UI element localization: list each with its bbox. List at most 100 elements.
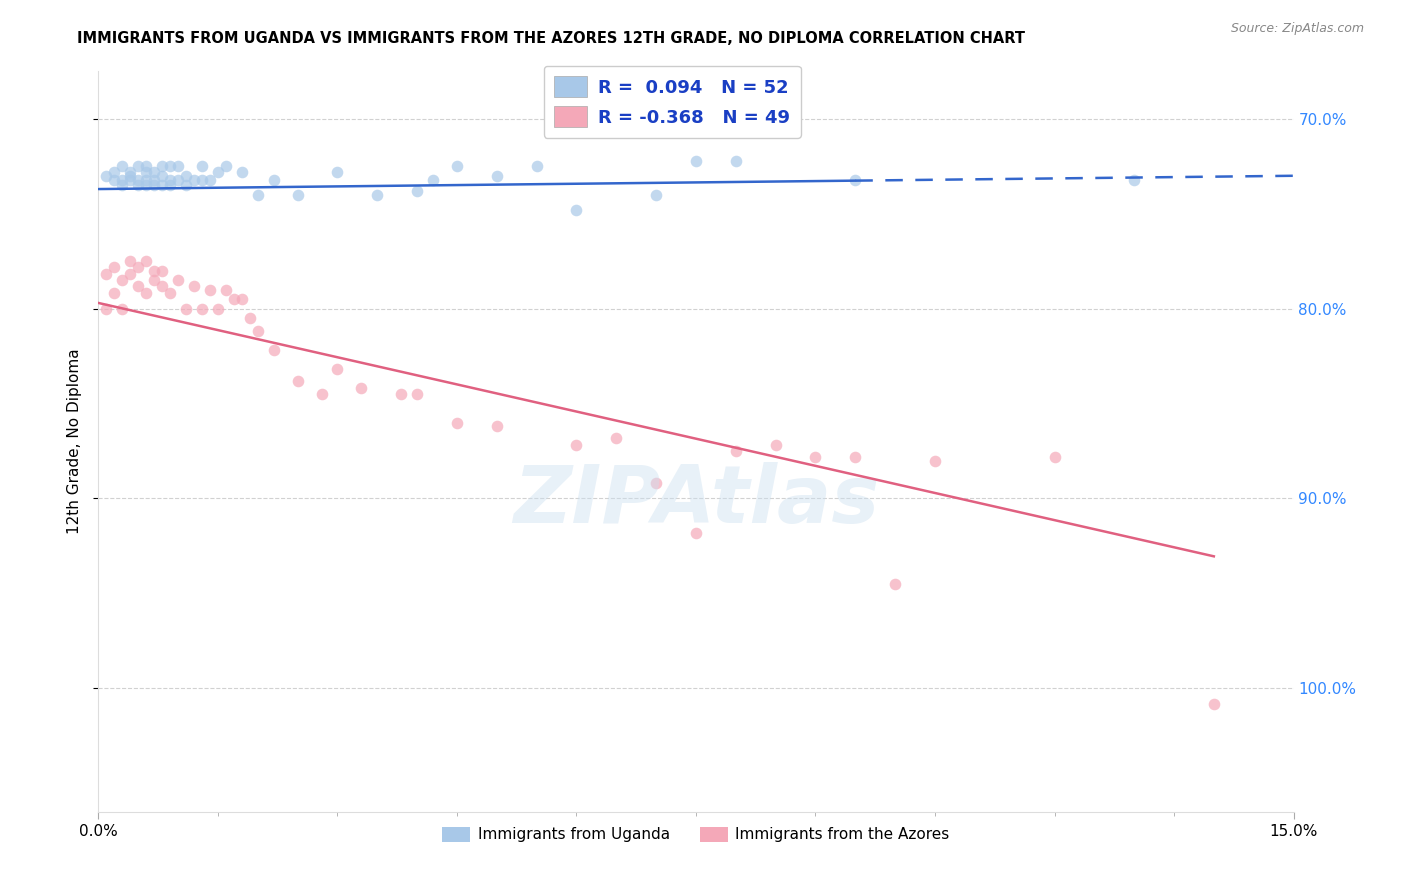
Point [183,172,205,186]
Point [159,286,181,301]
Point [804,450,827,464]
Point [96,301,118,316]
Point [565,438,588,452]
Point [96,268,118,282]
Point [135,159,157,173]
Point [120,254,142,268]
Point [120,169,142,183]
Point [111,159,134,173]
Point [135,286,157,301]
Point [724,444,747,458]
Point [111,273,134,287]
Point [389,387,412,401]
Point [111,172,134,186]
Point [239,311,262,326]
Point [150,159,173,173]
Point [103,260,125,274]
Point [159,172,181,186]
Point [135,172,157,186]
Text: Source: ZipAtlas.com: Source: ZipAtlas.com [1230,22,1364,36]
Point [844,172,866,186]
Point [446,416,468,430]
Point [246,325,269,339]
Point [326,165,349,179]
Point [215,159,238,173]
Point [167,159,190,173]
Point [183,278,205,293]
Point [103,172,125,186]
Point [924,453,946,467]
Point [191,301,214,316]
Point [198,172,221,186]
Point [1043,450,1066,464]
Point [844,450,866,464]
Point [159,178,181,193]
Point [207,165,229,179]
Point [143,178,166,193]
Y-axis label: 12th Grade, No Diploma: 12th Grade, No Diploma [67,349,83,534]
Point [150,169,173,183]
Point [724,153,747,168]
Point [485,419,508,434]
Point [565,202,588,217]
Point [150,178,173,193]
Point [111,178,134,193]
Point [120,268,142,282]
Point [263,172,285,186]
Point [263,343,285,358]
Point [765,438,787,452]
Point [198,283,221,297]
Point [135,254,157,268]
Point [120,165,142,179]
Point [127,178,149,193]
Point [143,273,166,287]
Point [685,525,707,540]
Point [645,187,668,202]
Point [287,187,309,202]
Point [287,374,309,388]
Point [685,153,707,168]
Point [174,169,197,183]
Point [222,292,245,306]
Point [191,172,214,186]
Point [167,172,190,186]
Point [406,387,429,401]
Point [135,165,157,179]
Point [1123,172,1146,186]
Point [645,476,668,491]
Text: IMMIGRANTS FROM UGANDA VS IMMIGRANTS FROM THE AZORES 12TH GRADE, NO DIPLOMA CORR: IMMIGRANTS FROM UGANDA VS IMMIGRANTS FRO… [77,31,1025,46]
Text: ZIPAtlas: ZIPAtlas [513,462,879,540]
Point [1202,697,1225,711]
Point [207,301,229,316]
Point [150,278,173,293]
Point [127,159,149,173]
Legend: Immigrants from Uganda, Immigrants from the Azores: Immigrants from Uganda, Immigrants from … [436,821,956,848]
Point [231,165,253,179]
Point [174,301,197,316]
Point [103,286,125,301]
Point [127,172,149,186]
Point [246,187,269,202]
Point [191,159,214,173]
Point [366,187,388,202]
Point [485,169,508,183]
Point [111,301,134,316]
Point [526,159,548,173]
Point [159,159,181,173]
Point [150,263,173,277]
Point [143,172,166,186]
Point [446,159,468,173]
Point [127,278,149,293]
Point [605,431,627,445]
Point [143,165,166,179]
Point [350,381,373,395]
Point [422,172,444,186]
Point [311,387,333,401]
Point [174,178,197,193]
Point [135,178,157,193]
Point [120,172,142,186]
Point [326,362,349,376]
Point [215,283,238,297]
Point [143,263,166,277]
Point [167,273,190,287]
